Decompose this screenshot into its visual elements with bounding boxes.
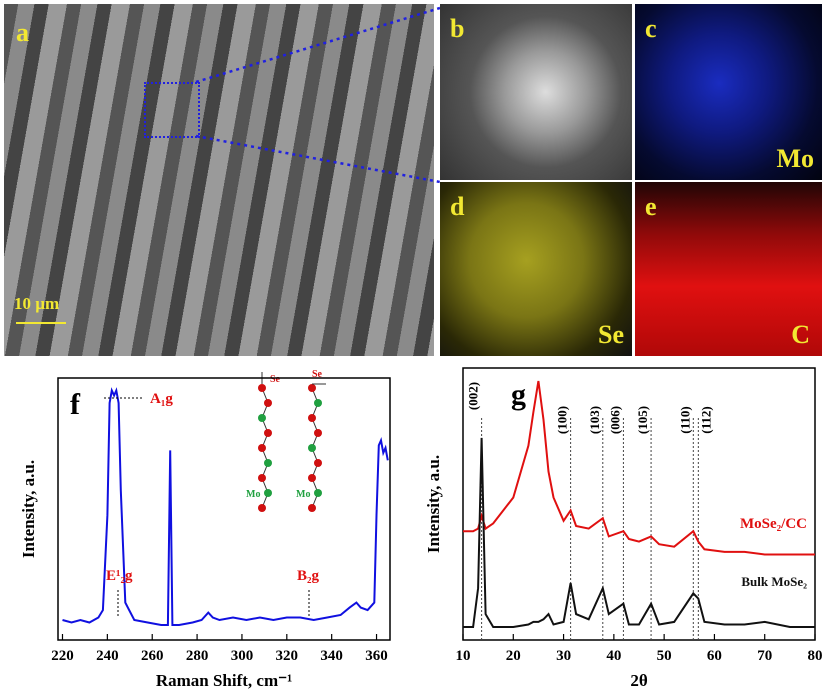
structure (258, 372, 326, 512)
atom (314, 399, 322, 407)
atom (264, 459, 272, 467)
panel-label: b (450, 14, 464, 44)
sem-zoom: b (440, 4, 632, 180)
x-tick-label: 40 (606, 648, 621, 664)
atom-label: Mo (246, 489, 260, 500)
x-tick-label: 320 (276, 648, 299, 664)
x-tick-label: 260 (141, 648, 164, 664)
y-axis-label: Intensity, a.u. (19, 460, 38, 558)
reflection-label: (103) (587, 406, 602, 434)
zoom-line (196, 8, 440, 82)
x-tick-label: 80 (808, 648, 823, 664)
se-map: d Se (440, 182, 632, 356)
atom (264, 489, 272, 497)
x-tick-label: 340 (320, 648, 343, 664)
series-label: MoSe₂/CC (740, 516, 807, 532)
mode-label: B₂g (297, 568, 320, 584)
element-label: Mo (776, 144, 814, 174)
data-line (463, 438, 815, 627)
atom (314, 459, 322, 467)
x-tick-label: 10 (456, 648, 471, 664)
x-axis-label: 2θ (630, 671, 648, 690)
x-tick-label: 20 (506, 648, 521, 664)
panel-label: f (70, 388, 81, 421)
atom-label: Se (270, 374, 281, 385)
atom (258, 474, 266, 482)
x-tick-label: 70 (757, 648, 772, 664)
reflection-label: (100) (555, 406, 570, 434)
panel-label: c (645, 14, 657, 44)
atom (308, 444, 316, 452)
atom (258, 504, 266, 512)
atom (264, 429, 272, 437)
x-tick-label: 220 (51, 648, 74, 664)
panel-label: g (511, 378, 526, 411)
x-tick-label: 300 (231, 648, 254, 664)
atom (258, 384, 266, 392)
x-tick-label: 240 (96, 648, 119, 664)
data-line (63, 391, 388, 626)
atom (314, 489, 322, 497)
panel-label: e (645, 192, 657, 222)
figure: a 10 µm b c Mo d Se e C (0, 0, 825, 698)
mode-label: A₁g (150, 391, 173, 407)
reflection-label: (112) (698, 406, 713, 433)
mode-label: E¹₂g (106, 568, 133, 584)
atom (308, 504, 316, 512)
atom (308, 414, 316, 422)
reflection-label: (105) (635, 406, 650, 434)
mo-map: c Mo (635, 4, 822, 180)
element-label: Se (598, 320, 624, 350)
atom-label: Mo (296, 489, 310, 500)
atom (308, 384, 316, 392)
reflection-label: (002) (466, 382, 481, 410)
x-tick-label: 30 (556, 648, 571, 664)
c-map: e C (635, 182, 822, 356)
atom (258, 414, 266, 422)
y-axis-label: Intensity, a.u. (424, 455, 443, 553)
reflection-label: (006) (607, 406, 622, 434)
series-label: Bulk MoSe₂ (741, 574, 807, 589)
x-tick-label: 360 (365, 648, 388, 664)
atom (264, 399, 272, 407)
reflection-label: (110) (677, 406, 692, 433)
panel-label: d (450, 192, 464, 222)
element-label: C (791, 320, 810, 350)
zoom-line (196, 136, 440, 182)
x-tick-label: 280 (186, 648, 209, 664)
x-tick-label: 60 (707, 648, 722, 664)
x-axis-label: Raman Shift, cm⁻¹ (156, 671, 292, 690)
x-tick-label: 50 (657, 648, 672, 664)
atom (308, 474, 316, 482)
atom (314, 429, 322, 437)
atom (258, 444, 266, 452)
